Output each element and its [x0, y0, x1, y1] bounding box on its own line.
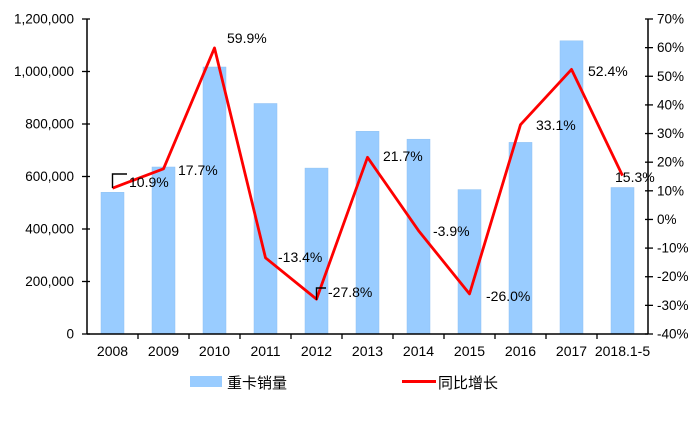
- right-axis-tick-label: 60%: [657, 40, 684, 55]
- growth-line: [112, 46, 624, 301]
- right-axis-tick-label: 30%: [657, 126, 684, 141]
- x-axis-label-2010: 2010: [199, 343, 230, 359]
- right-axis-tick-label: -10%: [657, 241, 689, 256]
- x-axis-label-2017: 2017: [556, 343, 587, 359]
- bar-2014: [406, 138, 431, 335]
- bar-2010: [202, 66, 227, 335]
- legend-bar-label: 重卡销量: [227, 375, 288, 392]
- growth-data-label: 15.3%: [615, 169, 655, 185]
- x-axis-label-2012: 2012: [301, 343, 332, 359]
- bar-2016: [508, 142, 533, 335]
- growth-data-label: -3.9%: [433, 223, 470, 239]
- left-axis-tick-label: 0: [66, 327, 74, 342]
- left-axis-tick-label: 1,200,000: [14, 12, 74, 27]
- growth-data-label: -27.8%: [328, 284, 372, 300]
- right-axis-tick-label: 50%: [657, 69, 684, 84]
- right-axis-tick-label: -40%: [657, 327, 689, 342]
- legend-bar-swatch: [190, 376, 222, 387]
- growth-data-label: -13.4%: [278, 249, 322, 265]
- right-axis-tick-label: 0%: [657, 212, 677, 227]
- x-axis-label-2014: 2014: [403, 343, 434, 359]
- data-label-leader: [111, 173, 127, 188]
- right-axis-tick-label: -30%: [657, 298, 689, 313]
- legend-line-label: 同比增长: [438, 375, 499, 392]
- growth-data-label: 52.4%: [588, 63, 628, 79]
- left-axis-tick-label: 600,000: [25, 169, 74, 184]
- bar-2009: [151, 166, 176, 335]
- growth-data-label: 59.9%: [227, 30, 267, 46]
- x-axis-label-2009: 2009: [148, 343, 179, 359]
- x-axis-label-2013: 2013: [352, 343, 383, 359]
- left-axis-tick-label: 200,000: [25, 274, 74, 289]
- bar-2013: [355, 131, 380, 335]
- x-axis-label-2008: 2008: [97, 343, 128, 359]
- bar-2008: [100, 192, 125, 335]
- right-axis-tick-label: 20%: [657, 155, 684, 170]
- right-axis-tick-label: 10%: [657, 183, 684, 198]
- x-axis-label-2015: 2015: [454, 343, 485, 359]
- growth-data-label: 10.9%: [129, 174, 169, 190]
- growth-data-label: 21.7%: [383, 148, 423, 164]
- growth-data-label: 17.7%: [178, 162, 218, 178]
- bar-2015: [457, 189, 482, 335]
- x-axis-label-2016: 2016: [505, 343, 536, 359]
- data-label-leader: [315, 287, 326, 300]
- growth-data-label: -26.0%: [486, 288, 530, 304]
- right-axis-tick-label: 70%: [657, 12, 684, 27]
- left-axis-tick-label: 800,000: [25, 117, 74, 132]
- legend-line-swatch: [402, 380, 436, 383]
- left-axis-tick-label: 1,000,000: [14, 64, 74, 79]
- x-axis-label-2018.1-5: 2018.1-5: [595, 343, 650, 359]
- left-axis-tick-label: 400,000: [25, 222, 74, 237]
- x-axis-label-2011: 2011: [250, 343, 280, 359]
- right-axis-tick-label: -20%: [657, 269, 689, 284]
- right-axis-tick-label: 40%: [657, 97, 684, 112]
- bar-2018.1-5: [610, 187, 635, 335]
- growth-data-label: 33.1%: [536, 117, 576, 133]
